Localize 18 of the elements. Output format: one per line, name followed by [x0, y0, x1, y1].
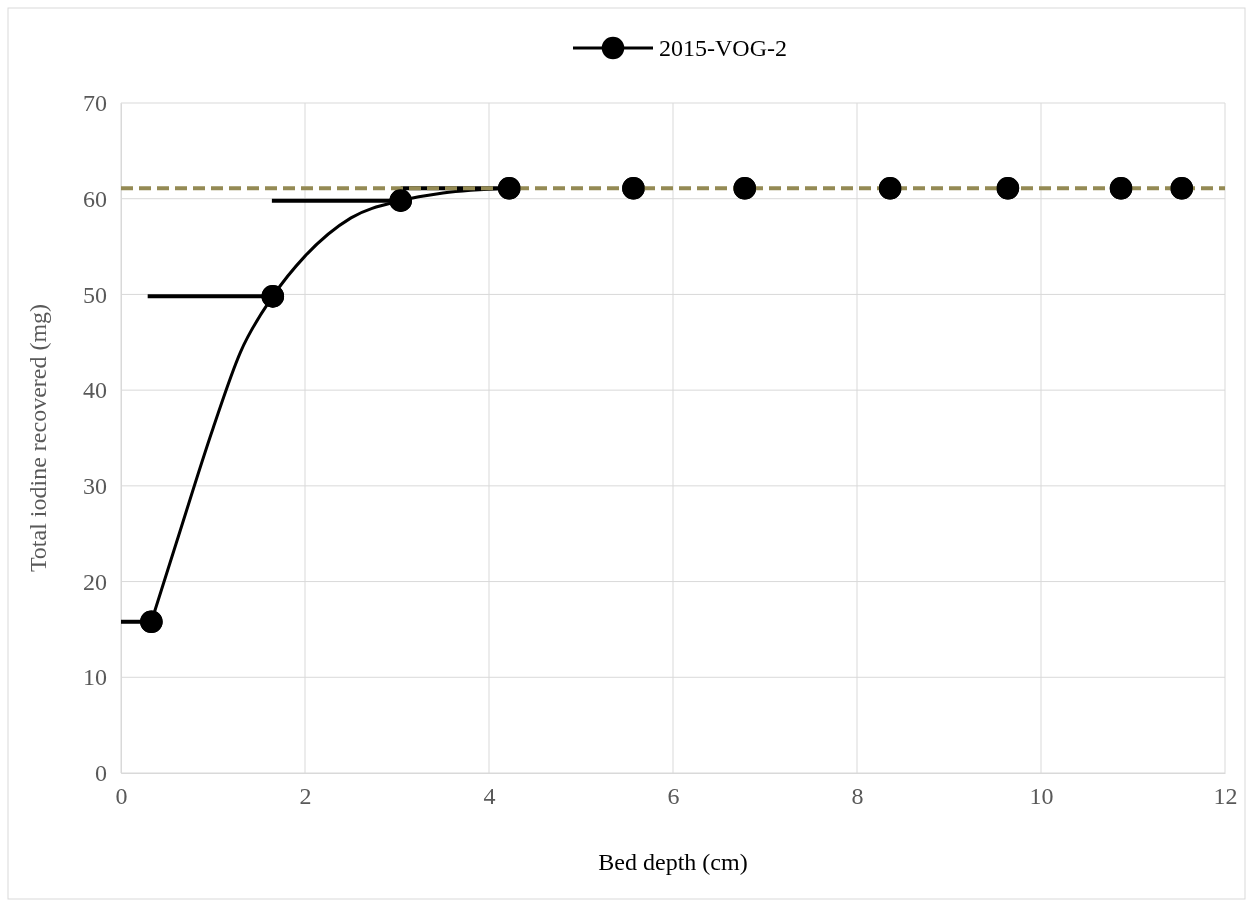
y-axis-title: Total iodine recovered (mg) [25, 303, 51, 573]
x-tick-label: 0 [115, 783, 128, 810]
y-tick-label: 0 [95, 760, 107, 787]
x-tick-label: 6 [667, 783, 680, 810]
y-tick-label: 60 [83, 185, 107, 212]
x-axis-title: Bed depth (cm) [598, 849, 748, 875]
y-tick-label: 20 [83, 568, 107, 595]
x-tick-label: 4 [483, 783, 496, 810]
x-tick-label: 8 [851, 783, 864, 810]
x-tick-label: 10 [1029, 783, 1054, 810]
y-tick-label: 10 [83, 664, 107, 691]
y-tick-label: 40 [83, 377, 107, 404]
y-tick-label: 70 [83, 90, 107, 117]
legend-label: 2015-VOG-2 [659, 35, 787, 61]
x-tick-label: 12 [1213, 783, 1238, 810]
y-tick-label: 30 [83, 473, 107, 500]
y-tick-label: 50 [83, 281, 107, 308]
x-tick-label: 2 [299, 783, 312, 810]
